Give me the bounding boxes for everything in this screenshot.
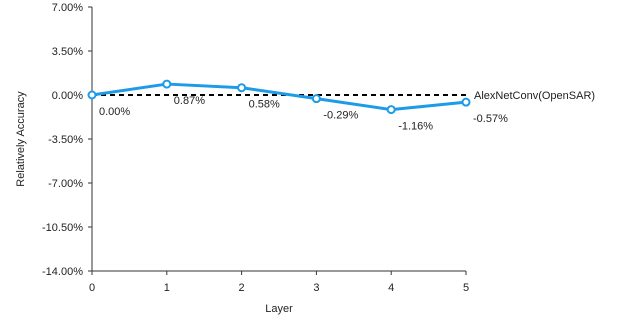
data-label: 0.58% [249, 99, 280, 111]
y-tick-label: -7.00% [48, 178, 83, 190]
y-tick-label: 3.50% [52, 46, 83, 58]
data-label: -1.16% [398, 121, 433, 133]
data-label: 0.00% [99, 106, 130, 118]
data-point [386, 105, 396, 115]
data-point [461, 97, 471, 107]
x-tick-label: 2 [239, 282, 245, 294]
data-label: -0.57% [473, 113, 508, 125]
x-tick-label: 5 [463, 282, 469, 294]
y-tick-label: 7.00% [52, 2, 83, 14]
x-tick-label: 1 [164, 282, 170, 294]
reference-line-group: AlexNetConv(OpenSAR) [92, 90, 595, 102]
y-tick-label: -10.50% [42, 222, 83, 234]
data-label: 0.87% [174, 95, 205, 107]
y-tick-label: 0.00% [52, 90, 83, 102]
data-point [311, 94, 321, 104]
series-group: 0.00% 0.87% 0.58% -0.29% -1.16% -0.57% [87, 79, 508, 133]
y-tick-label: -3.50% [48, 134, 83, 146]
data-point [87, 90, 97, 100]
y-axis: 7.00% 3.50% 0.00% -3.50% -7.00% -10.50% -14.00… [15, 2, 93, 278]
x-tick-label: 4 [388, 282, 394, 294]
data-point [237, 83, 247, 93]
x-axis: 0 1 2 3 4 5 Layer [89, 270, 469, 315]
x-tick-label: 0 [89, 282, 95, 294]
x-axis-title: Layer [265, 303, 293, 315]
series-line [91, 82, 467, 112]
data-point [162, 79, 172, 89]
y-axis-title: Relatively Accuracy [15, 91, 27, 187]
y-tick-label: -14.00% [42, 266, 83, 278]
x-tick-labels: 0 1 2 3 4 5 [89, 271, 469, 294]
data-label: -0.29% [323, 110, 358, 122]
x-tick-label: 3 [313, 282, 319, 294]
reference-line-label: AlexNetConv(OpenSAR) [474, 90, 595, 102]
y-tick-labels: 7.00% 3.50% 0.00% -3.50% -7.00% -10.50% -14.00… [42, 2, 92, 278]
